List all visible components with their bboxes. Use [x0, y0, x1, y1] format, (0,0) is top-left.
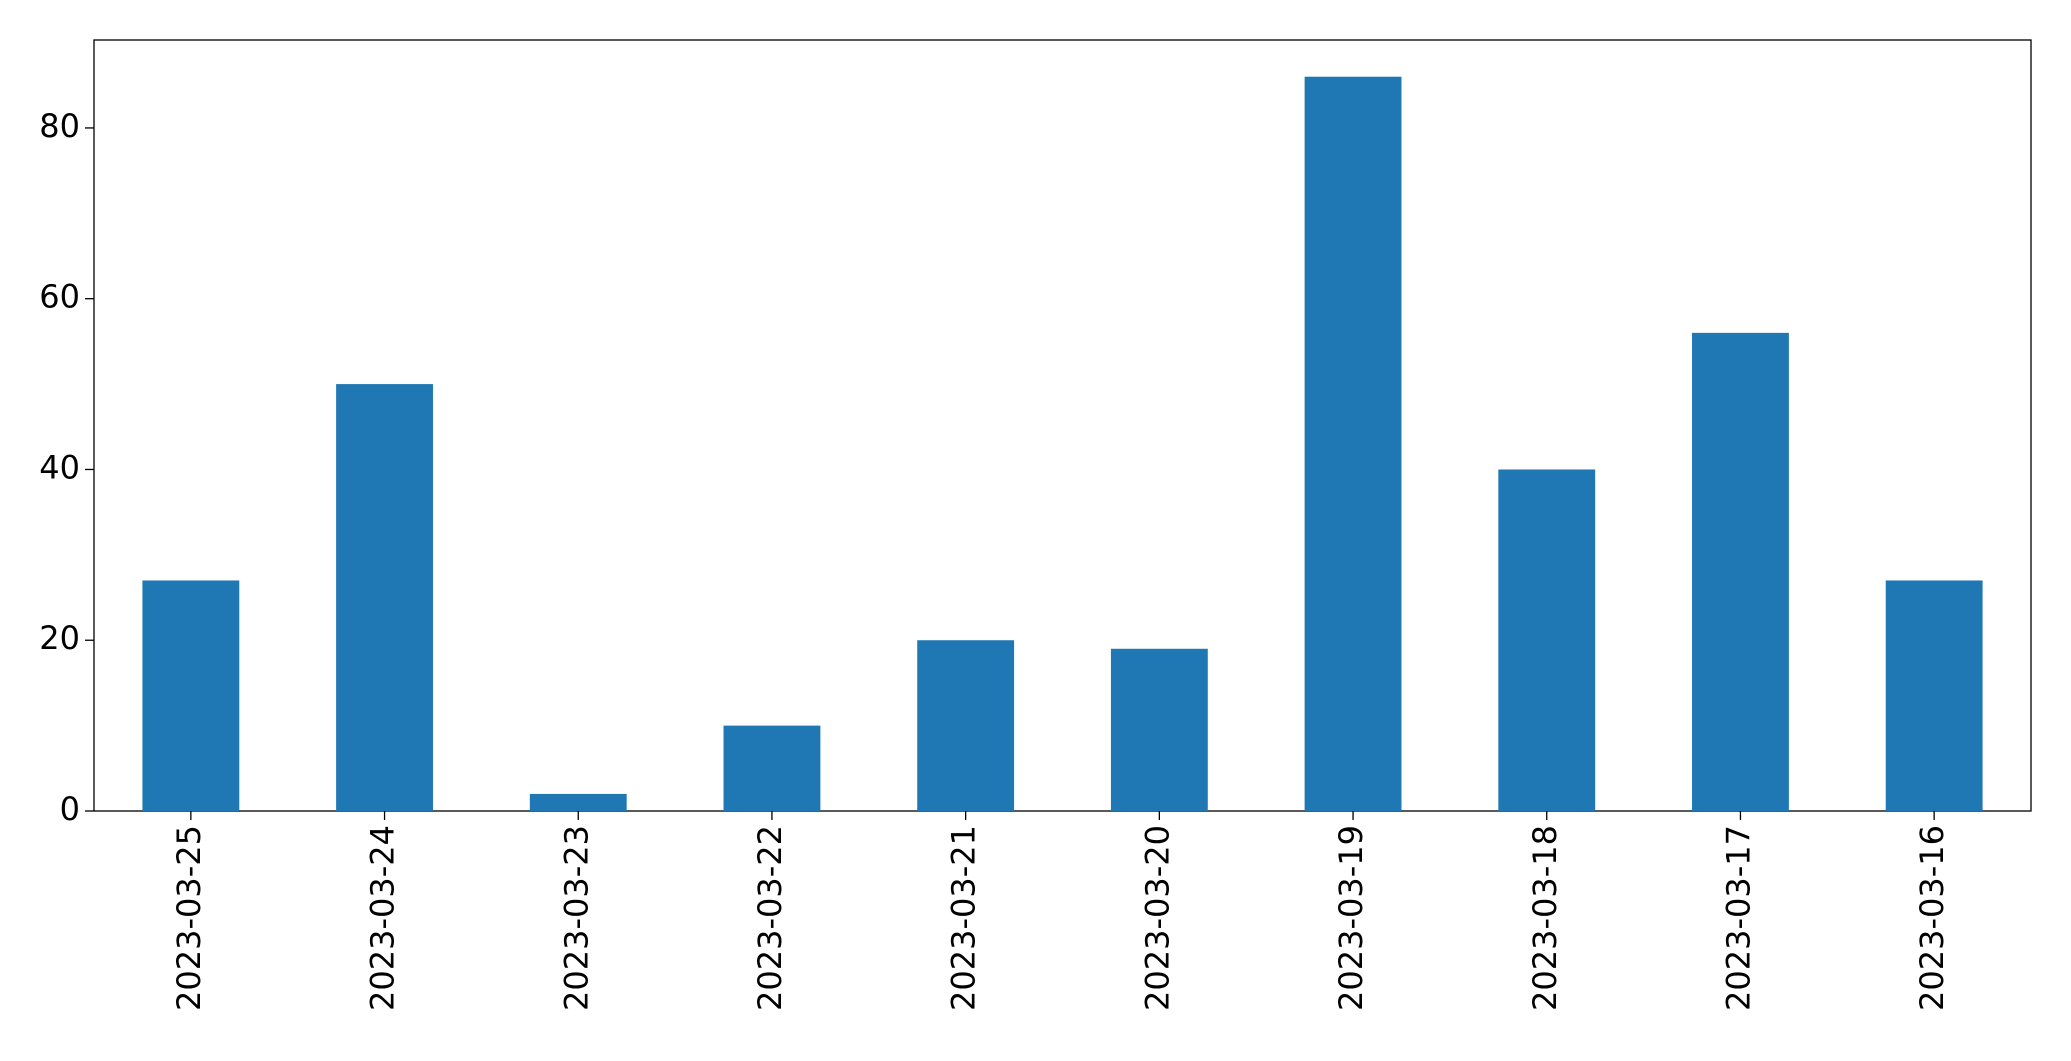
bar: [1885, 580, 1983, 811]
x-tick-label: 2023-03-20: [1138, 825, 1176, 1011]
x-tick-label: 2023-03-21: [945, 825, 983, 1011]
y-tick-label: 40: [39, 448, 80, 486]
bar: [529, 793, 627, 811]
x-tick-label: 2023-03-17: [1719, 825, 1757, 1011]
y-tick-label: 80: [39, 107, 80, 145]
bar: [1110, 648, 1208, 811]
bar: [1304, 76, 1402, 811]
y-tick-label: 0: [60, 790, 80, 828]
bar: [336, 384, 433, 811]
x-tick-label: 2023-03-18: [1526, 825, 1564, 1011]
y-tick-label: 20: [39, 619, 80, 657]
bar: [1692, 332, 1789, 811]
y-tick-label: 60: [39, 278, 80, 316]
bar: [917, 640, 1015, 811]
x-tick-label: 2023-03-19: [1332, 825, 1370, 1011]
x-tick-label: 2023-03-24: [364, 825, 402, 1011]
bar: [142, 580, 240, 811]
bar: [1498, 469, 1596, 811]
plot-frame: [93, 39, 2032, 812]
x-tick-label: 2023-03-25: [170, 825, 208, 1011]
x-tick-label: 2023-03-23: [557, 825, 595, 1011]
x-tick-label: 2023-03-22: [751, 825, 789, 1011]
x-tick-label: 2023-03-16: [1913, 825, 1951, 1011]
bar: [723, 725, 821, 811]
